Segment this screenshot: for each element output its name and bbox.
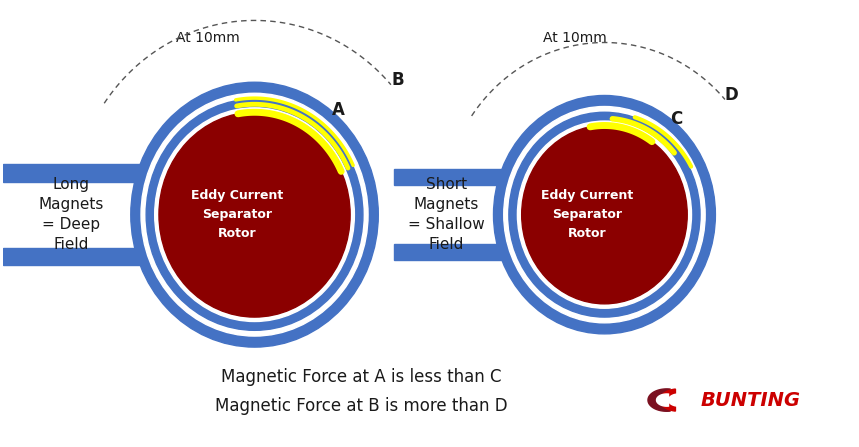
Ellipse shape bbox=[509, 112, 700, 317]
Ellipse shape bbox=[517, 121, 691, 308]
Text: Short
Magnets
= Shallow
Field: Short Magnets = Shallow Field bbox=[408, 177, 485, 252]
Bar bbox=[393, 169, 594, 185]
Text: Long
Magnets
= Deep
Field: Long Magnets = Deep Field bbox=[39, 177, 104, 252]
Text: C: C bbox=[670, 110, 682, 128]
Text: At 10mm: At 10mm bbox=[176, 31, 240, 45]
Ellipse shape bbox=[494, 96, 716, 334]
Polygon shape bbox=[660, 389, 675, 411]
Ellipse shape bbox=[503, 106, 705, 323]
Ellipse shape bbox=[131, 82, 378, 347]
Bar bbox=[3, 164, 242, 181]
Text: Eddy Current
Separator
Rotor: Eddy Current Separator Rotor bbox=[192, 189, 283, 240]
Text: Eddy Current
Separator
Rotor: Eddy Current Separator Rotor bbox=[541, 189, 633, 240]
Text: At 10mm: At 10mm bbox=[543, 31, 606, 45]
Ellipse shape bbox=[521, 126, 687, 304]
Text: Magnetic Force at A is less than C
Magnetic Force at B is more than D: Magnetic Force at A is less than C Magne… bbox=[215, 367, 508, 415]
Bar bbox=[3, 248, 242, 266]
Polygon shape bbox=[656, 394, 668, 406]
Polygon shape bbox=[648, 389, 670, 411]
Ellipse shape bbox=[155, 108, 355, 321]
Ellipse shape bbox=[141, 93, 368, 336]
Bar bbox=[393, 245, 594, 260]
Ellipse shape bbox=[146, 99, 363, 330]
Polygon shape bbox=[668, 394, 677, 406]
Text: A: A bbox=[332, 101, 344, 119]
Text: D: D bbox=[725, 86, 739, 104]
Text: B: B bbox=[392, 71, 404, 89]
Ellipse shape bbox=[159, 112, 350, 317]
Text: BUNTING: BUNTING bbox=[701, 391, 801, 409]
